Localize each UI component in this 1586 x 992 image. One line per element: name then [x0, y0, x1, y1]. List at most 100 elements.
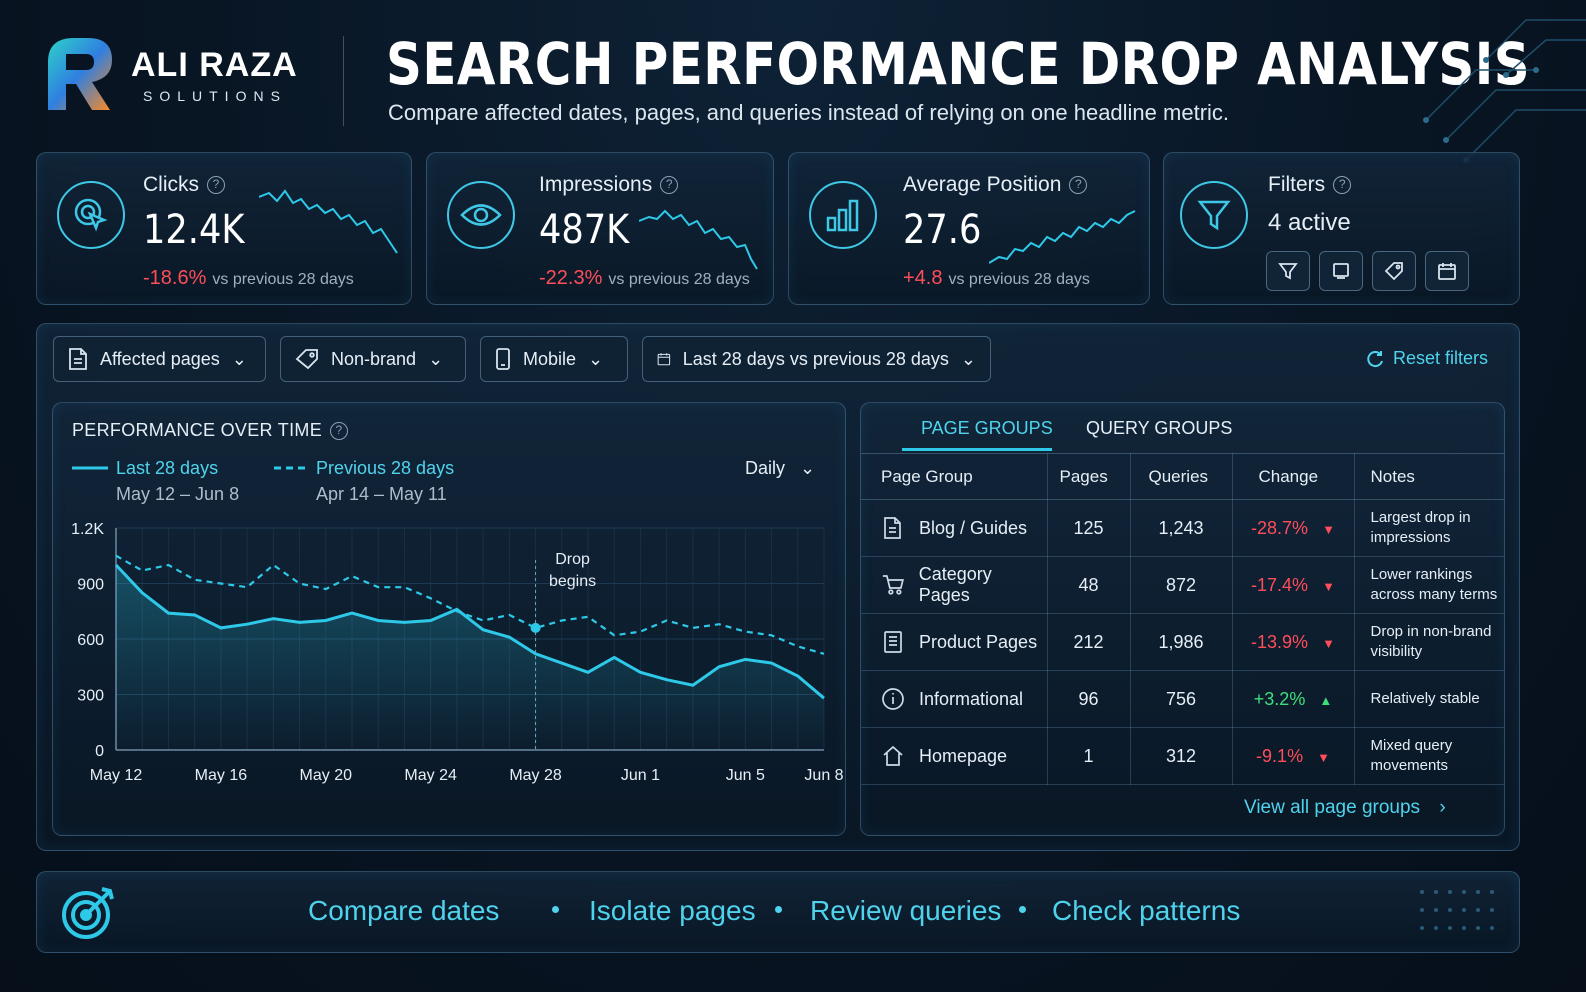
separator-dot: [1019, 906, 1026, 913]
row-pages: 125: [1047, 499, 1131, 557]
col-header-queries[interactable]: Queries: [1130, 453, 1233, 500]
x-tick-label: May 24: [404, 767, 457, 784]
x-tick-label: May 28: [509, 767, 562, 784]
annotation-point: [530, 622, 541, 633]
filter-calendar-button[interactable]: [1425, 251, 1469, 291]
reset-filters-button[interactable]: Reset filters: [1365, 348, 1488, 369]
page-groups-table: Page Group Pages Queries Change Notes Bl…: [861, 453, 1504, 785]
y-tick-label: 0: [95, 743, 104, 760]
table-row[interactable]: Category Pages 48 872 -17.4% ▼ Lower rankings…: [861, 556, 1504, 614]
separator-dot: [552, 906, 559, 913]
col-header-notes[interactable]: Notes: [1354, 453, 1504, 500]
row-queries: 872: [1130, 556, 1233, 614]
series-line-last-28-days: [114, 563, 825, 700]
table-row[interactable]: Informational 96 756 +3.2% ▲ Relatively stabl…: [861, 670, 1504, 728]
row-notes-line2: across many terms: [1370, 586, 1498, 603]
row-change: +3.2%: [1253, 688, 1306, 709]
x-tick-label: Jun 1: [621, 767, 660, 784]
col-header-change[interactable]: Change: [1232, 453, 1355, 500]
brand-name: ALI RAZA: [131, 46, 298, 84]
table-header-row: Page Group Pages Queries Change Notes: [861, 453, 1504, 500]
tab-query-groups[interactable]: QUERY GROUPS: [1086, 418, 1233, 438]
page-title: SEARCH PERFORMANCE DROP ANALYSIS: [386, 30, 1531, 98]
granularity-label: Daily: [745, 458, 786, 478]
row-notes-line1: Drop in non-brand: [1370, 623, 1492, 640]
row-pages: 212: [1047, 613, 1131, 671]
device-icon: [1333, 263, 1349, 279]
row-group: Informational: [919, 688, 1024, 709]
view-all-label: View all page groups: [1244, 797, 1421, 818]
circuit-decoration-icon: [1423, 19, 1586, 163]
y-tick-label: 1.2K: [71, 521, 104, 538]
affected-pages-label: Affected pages: [100, 348, 220, 369]
legend-current: Last 28 days: [116, 458, 219, 478]
row-group: Product Pages: [919, 631, 1038, 652]
filter-funnel-button[interactable]: [1266, 251, 1310, 291]
device-dropdown[interactable]: Mobile ⌄: [480, 336, 628, 382]
footer-item-compare: Compare dates: [308, 895, 500, 926]
dots-decoration-icon: [1420, 890, 1494, 930]
chevron-right-icon: ›: [1439, 797, 1446, 818]
separator-dot: [775, 906, 782, 913]
home-icon: [883, 745, 903, 766]
filter-device-button[interactable]: [1319, 251, 1363, 291]
brand-label: Non-brand: [331, 348, 417, 369]
row-queries: 312: [1130, 727, 1233, 785]
chevron-down-icon: ⌄: [960, 348, 976, 369]
help-icon[interactable]: ?: [330, 422, 348, 441]
brand-dropdown[interactable]: Non-brand ⌄: [280, 336, 466, 382]
col-header-group[interactable]: Page Group: [861, 453, 1048, 500]
impressions-sparkline: [639, 209, 758, 270]
filters-count: 4 active: [1268, 209, 1351, 236]
tag-icon: [1384, 262, 1403, 281]
chevron-down-icon: ⌄: [800, 458, 816, 478]
impressions-value: 487K: [539, 207, 630, 253]
refresh-icon: [1367, 350, 1383, 367]
performance-chart: 1.2K 900 600 300 0 May 12 May 16 May 20 May 24 Ma…: [71, 521, 844, 784]
legend-solid-line: [72, 466, 108, 470]
legend-current-range: May 12 – Jun 8: [116, 484, 240, 504]
tab-page-groups[interactable]: PAGE GROUPS: [921, 418, 1053, 438]
click-cursor-icon: [57, 181, 125, 249]
help-icon[interactable]: ?: [1333, 176, 1352, 195]
calendar-icon: [657, 353, 671, 366]
clicks-value: 12.4K: [143, 207, 245, 253]
active-tab-indicator: [902, 448, 1052, 451]
position-vs: vs previous 28 days: [948, 271, 1090, 288]
col-header-pages[interactable]: Pages: [1047, 453, 1131, 500]
triangle-down-icon: ▼: [1322, 521, 1335, 537]
table-row[interactable]: Product Pages 212 1,986 -13.9% ▼ Drop in non-…: [861, 613, 1504, 671]
footer-item-patterns: Check patterns: [1052, 895, 1241, 926]
document-icon: [69, 348, 87, 370]
metric-card-filters: Filters? 4 active: [1163, 152, 1520, 305]
row-group: Homepage: [919, 745, 1008, 766]
help-icon[interactable]: ?: [1069, 176, 1088, 195]
date-range-dropdown[interactable]: Last 28 days vs previous 28 days ⌄: [642, 336, 991, 382]
view-all-page-groups-link[interactable]: View all page groups ›: [1244, 797, 1446, 819]
triangle-down-icon: ▼: [1317, 749, 1330, 765]
granularity-dropdown[interactable]: Daily ⌄: [745, 458, 815, 479]
row-queries: 1,986: [1130, 613, 1233, 671]
chevron-down-icon: ⌄: [231, 348, 247, 369]
filter-tag-button[interactable]: [1372, 251, 1416, 291]
position-delta: +4.8: [903, 267, 943, 289]
affected-pages-dropdown[interactable]: Affected pages ⌄: [53, 336, 266, 382]
x-tick-label: Jun 5: [726, 767, 765, 784]
help-icon[interactable]: ?: [207, 176, 225, 195]
y-tick-label: 600: [77, 632, 104, 649]
tag-icon: [295, 349, 318, 370]
legend-previous-range: Apr 14 – May 11: [316, 484, 447, 504]
impressions-delta: -22.3%: [539, 267, 603, 289]
row-notes-line2: impressions: [1370, 529, 1451, 546]
row-notes-line1: Mixed query: [1370, 737, 1453, 754]
document-icon: [884, 517, 901, 539]
footer-item-review: Review queries: [810, 895, 1002, 926]
help-icon[interactable]: ?: [660, 176, 679, 195]
calendar-icon: [1438, 263, 1456, 280]
table-row[interactable]: Blog / Guides 125 1,243 -28.7% ▼ Largest drop…: [861, 499, 1504, 557]
clicks-sparkline: [259, 189, 398, 254]
annotation-label: begins: [549, 573, 596, 590]
table-row[interactable]: Homepage 1 312 -9.1% ▼ Mixed query movements: [861, 727, 1504, 785]
header-divider: [343, 36, 344, 126]
reset-filters-label: Reset filters: [1393, 348, 1489, 368]
